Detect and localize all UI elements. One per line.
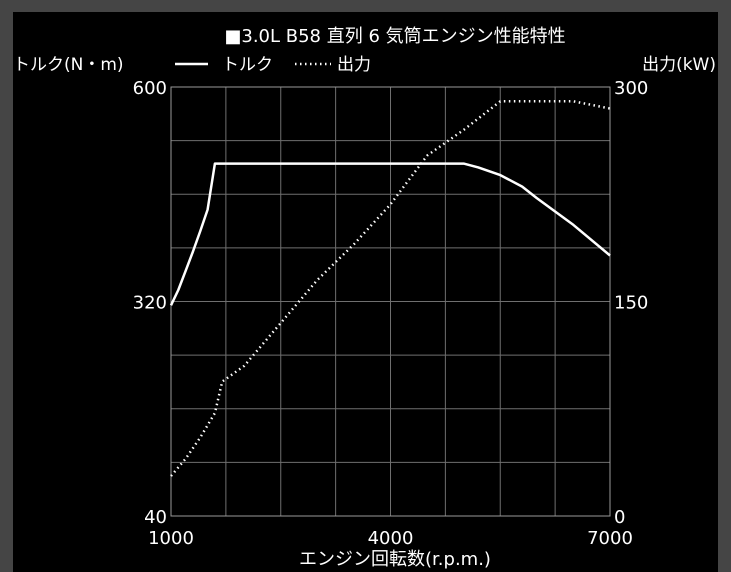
chart-title: ■3.0L B58 直列 6 気筒エンジン性能特性 — [224, 26, 565, 47]
x-tick-label: 1000 — [148, 528, 194, 549]
chart-frame: 1000 4000 7000 40 320 600 0 150 300 ■3.0L B58 直列… — [13, 12, 718, 572]
x-axis-label: エンジン回転数(r.p.m.) — [299, 549, 491, 570]
y-tick-label-left: 600 — [133, 78, 167, 99]
torque-line — [169, 162, 611, 306]
y-axis-right-label: 出力(kW) — [642, 55, 716, 75]
y-tick-label-left: 320 — [133, 293, 167, 314]
y-tick-label-left: 40 — [144, 507, 167, 528]
y-axis-left-label: トルク(N・m) — [13, 55, 124, 75]
x-tick-label: 4000 — [368, 528, 414, 549]
legend: トルク 出力 — [175, 55, 371, 75]
series-layer — [169, 100, 611, 477]
y-tick-label-right: 0 — [614, 507, 625, 528]
engine-performance-chart: 1000 4000 7000 40 320 600 0 150 300 ■3.0L B58 直列… — [13, 26, 716, 570]
plot-border — [170, 86, 611, 517]
y-tick-label-right: 150 — [614, 293, 648, 314]
legend-label-torque: トルク — [222, 55, 273, 75]
x-tick-label: 7000 — [587, 528, 633, 549]
legend-label-power: 出力 — [337, 55, 371, 75]
ticks-layer: 1000 4000 7000 40 320 600 0 150 300 — [133, 78, 649, 549]
grid — [171, 87, 610, 516]
y-tick-label-right: 300 — [614, 78, 648, 99]
